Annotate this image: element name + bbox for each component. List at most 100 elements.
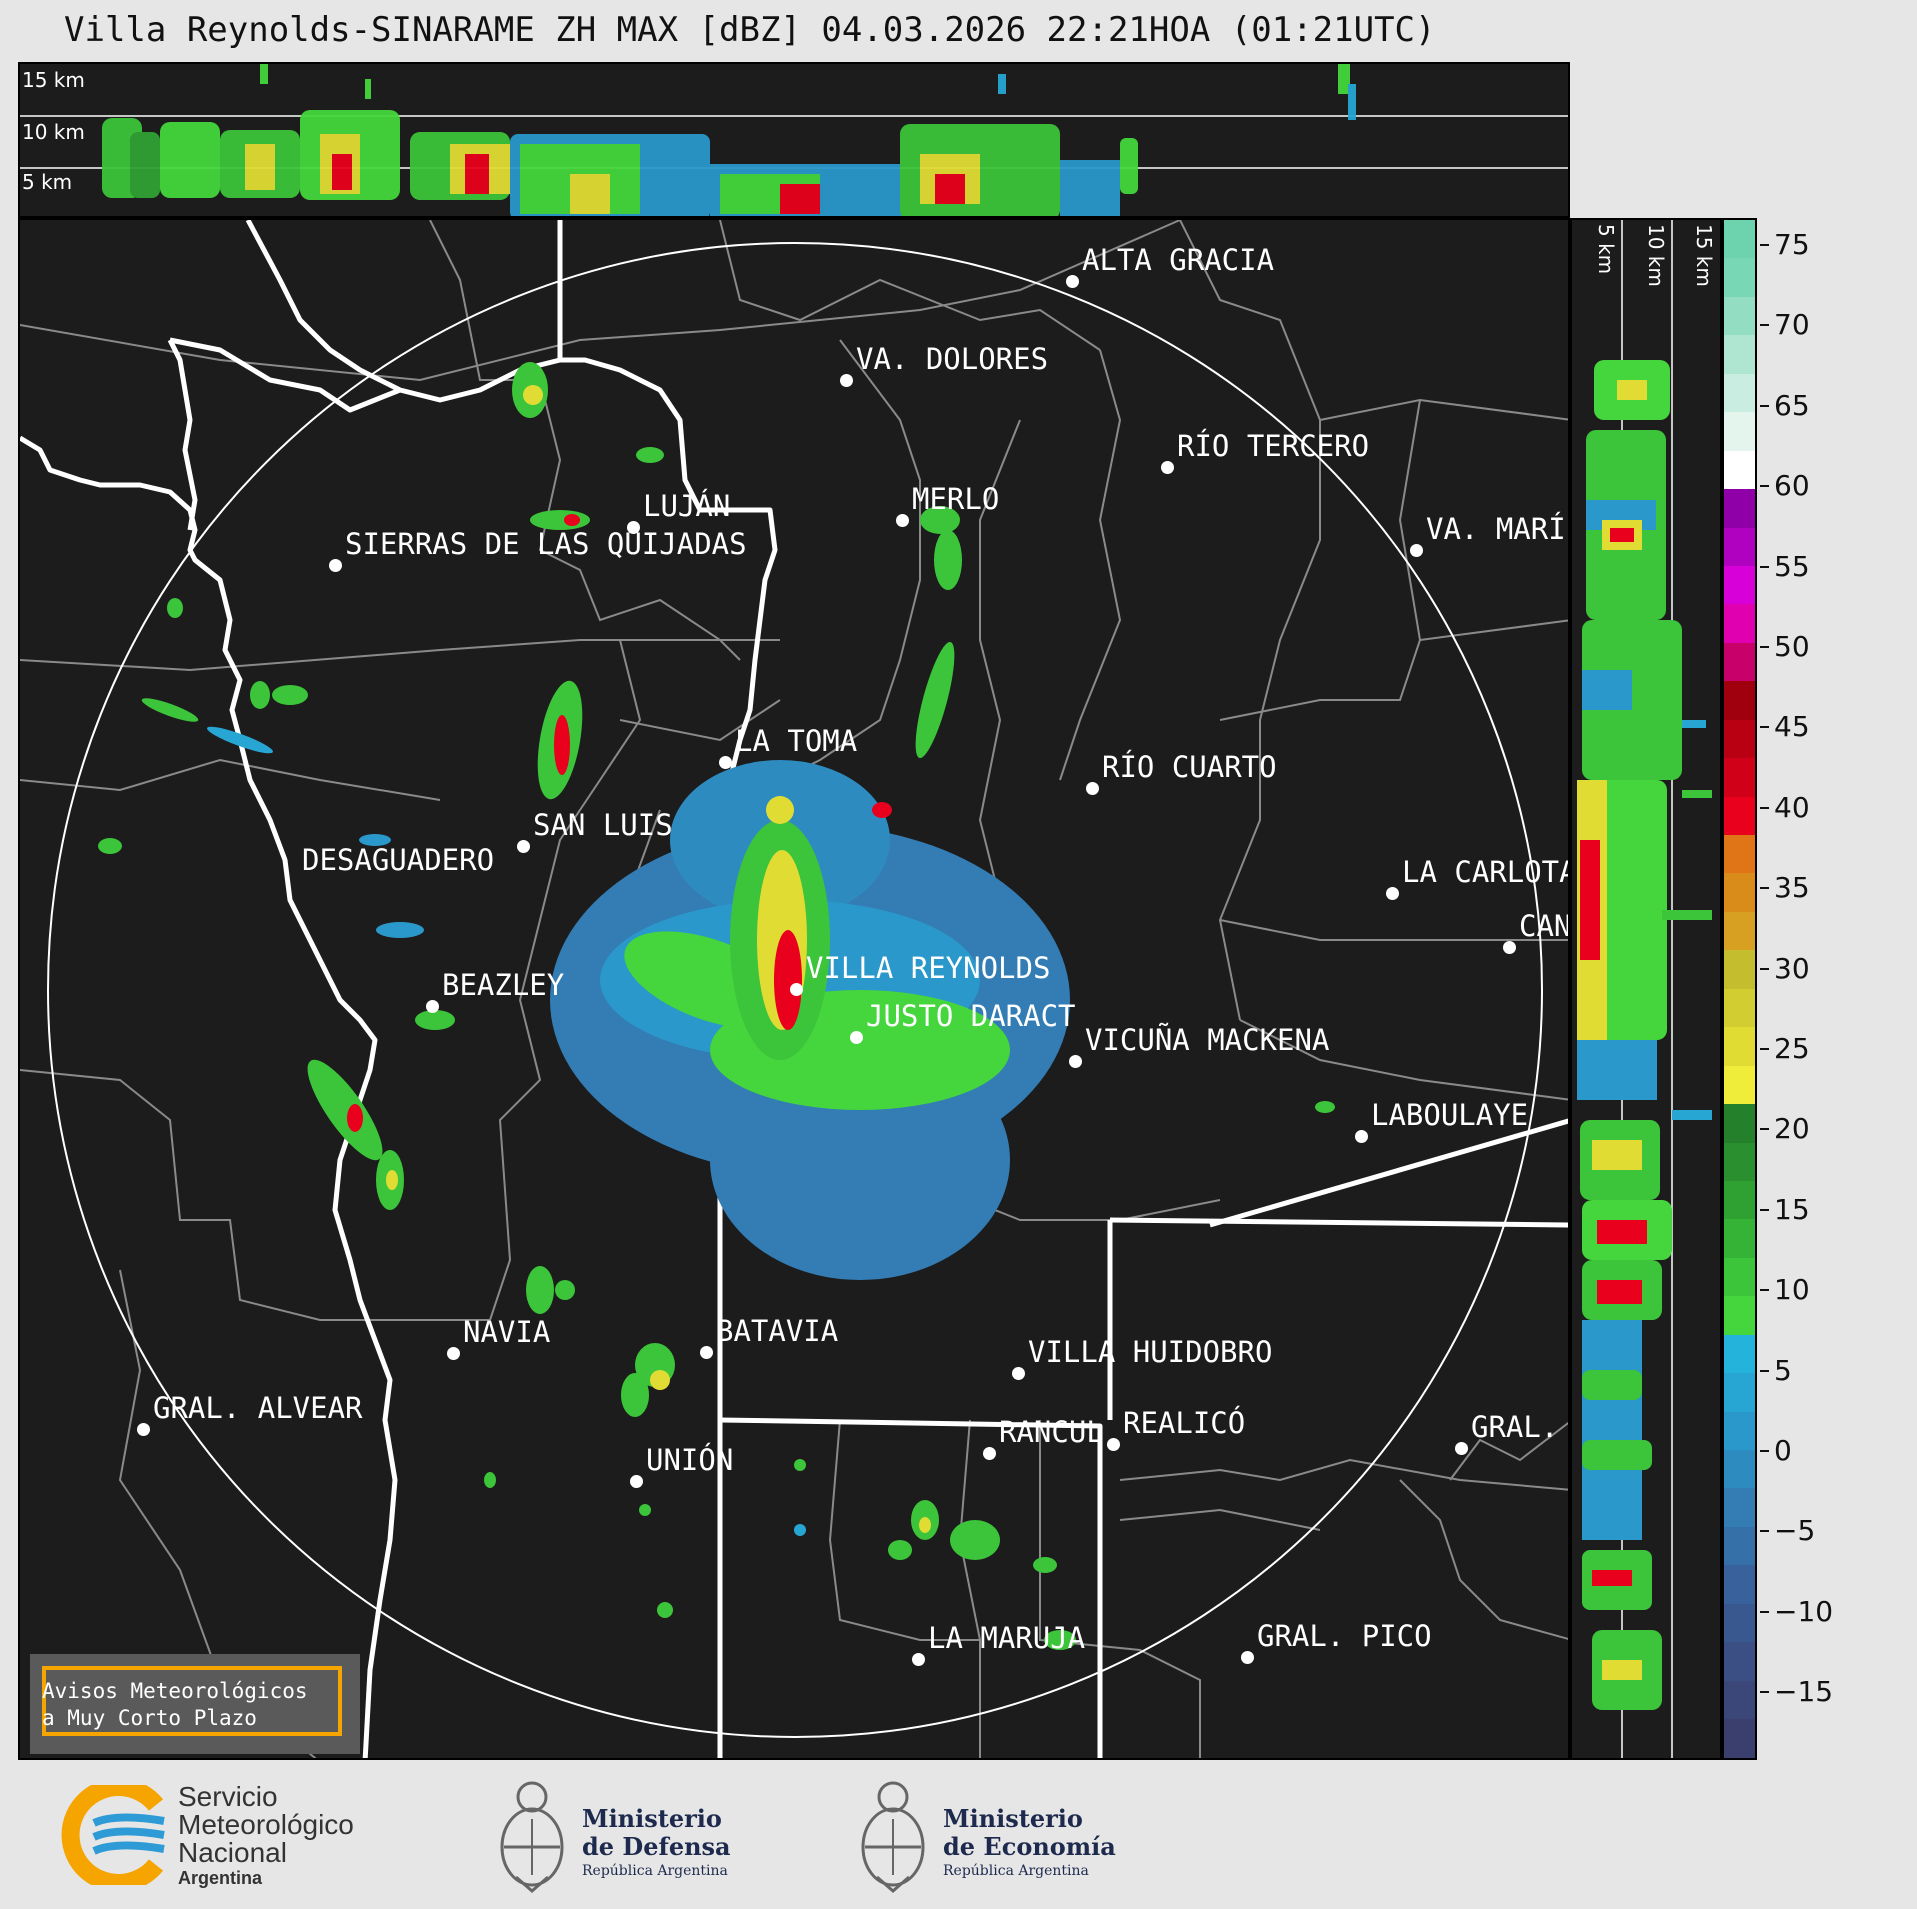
defensa-line-1: Ministerio (582, 1804, 722, 1833)
colorbar-tick-label: 55 (1774, 549, 1810, 583)
colorbar-tick (1760, 806, 1769, 809)
colorbar-tick (1760, 404, 1769, 407)
colorbar-tick (1760, 1369, 1769, 1372)
colorbar-segment (1724, 296, 1755, 336)
smn-line-4: Argentina (178, 1868, 263, 1888)
colorbar-segment (1724, 1334, 1755, 1374)
colorbar-tick (1760, 1048, 1769, 1050)
top-cross-section-echoes (20, 64, 1568, 216)
colorbar-segment (1724, 1526, 1755, 1566)
city-dot-icon (850, 1031, 863, 1044)
colorbar-segment (1724, 565, 1755, 605)
city-dot-icon (517, 840, 530, 853)
dbz-colorbar (1722, 218, 1757, 1760)
city-label: UNIÓN (646, 1443, 734, 1477)
colorbar-segment (1724, 1180, 1755, 1220)
colorbar-tick-label: 60 (1774, 469, 1810, 503)
city-dot-icon (1012, 1367, 1025, 1380)
colorbar-segment (1724, 1719, 1755, 1758)
colorbar-segment (1724, 1642, 1755, 1681)
city-dot-icon (1355, 1130, 1368, 1143)
colorbar-segment (1724, 1450, 1755, 1489)
colorbar-tick (1760, 887, 1769, 890)
smn-line-1: Servicio (178, 1781, 278, 1812)
city-label: LA TOMA (735, 724, 858, 758)
colorbar-tick-label: −10 (1774, 1594, 1834, 1628)
city-label: SIERRAS DE LAS QUIJADAS (345, 527, 747, 561)
colorbar-tick (1760, 967, 1769, 970)
side-cross-section-echoes (1577, 220, 1712, 1758)
colorbar-tick (1760, 726, 1769, 729)
city-dot-icon (1161, 461, 1174, 474)
colorbar-tick-label: 20 (1774, 1112, 1810, 1146)
colorbar-tick (1760, 244, 1769, 246)
city-dot-icon (1386, 887, 1399, 900)
colorbar-segment (1724, 258, 1755, 297)
colorbar-segment (1724, 412, 1755, 451)
colorbar-tick (1760, 485, 1769, 488)
city-dot-icon (1107, 1438, 1120, 1451)
city-label: VA. DOLORES (856, 342, 1049, 376)
city-label: RANCUL (999, 1415, 1104, 1449)
city-label: SAN LUIS (533, 808, 673, 842)
city-label: GRAL. ALVEAR (153, 1391, 363, 1425)
city-label: ALTA GRACIA (1082, 243, 1275, 277)
smn-line-3: Nacional (178, 1837, 287, 1868)
city-dot-icon (137, 1423, 150, 1436)
radar-map: ALTA GRACIA VA. DOLORES RÍO TERCERO LUJÁ… (18, 218, 1570, 1760)
colorbar-tick (1760, 565, 1769, 568)
defensa-line-2: de Defensa (582, 1832, 731, 1861)
colorbar-segment (1724, 681, 1755, 720)
city-label: LA CARLOTA (1402, 855, 1570, 889)
city-dot-icon (1455, 1442, 1468, 1455)
colorbar-tick (1760, 1128, 1769, 1131)
colorbar-tick (1760, 646, 1769, 648)
city-dot-icon (700, 1346, 713, 1359)
city-label: DESAGUADERO (302, 843, 495, 877)
city-label: RÍO CUARTO (1102, 750, 1277, 784)
top-height-label-15km: 15 km (22, 68, 85, 92)
colorbar-segment (1724, 220, 1755, 259)
colorbar-tick-label: 75 (1774, 228, 1810, 261)
smn-logo-icon (61, 1785, 165, 1885)
avisos-button[interactable]: Avisos Meteorológicos a Muy Corto Plazo (30, 1654, 360, 1754)
city-label: LUJÁN (643, 489, 731, 523)
city-dot-icon (1069, 1055, 1082, 1068)
colorbar-segment (1724, 604, 1755, 643)
colorbar-segment (1724, 1065, 1755, 1105)
economia-line-3: República Argentina (943, 1863, 1089, 1879)
colorbar-tick-label: 25 (1774, 1032, 1810, 1065)
colorbar-tick-label: 5 (1774, 1353, 1792, 1387)
city-dot-icon (627, 521, 640, 534)
colorbar-tick-label: 15 (1774, 1192, 1810, 1226)
colorbar-segment (1724, 489, 1755, 528)
city-label: VILLA HUIDOBRO (1028, 1335, 1273, 1369)
colorbar-segment (1724, 1104, 1755, 1143)
coat-of-arms-defensa-icon (500, 1781, 564, 1893)
city-dot-icon (1410, 544, 1423, 557)
side-height-label-10km: 10 km (1644, 224, 1668, 287)
department-borders (20, 220, 1568, 1758)
smn-line-2: Meteorológico (178, 1809, 354, 1840)
city-label: BATAVIA (716, 1314, 839, 1348)
avisos-line-2: a Muy Corto Plazo (42, 1706, 257, 1730)
colorbar-segment (1724, 1296, 1755, 1335)
colorbar-segment (1724, 1142, 1755, 1181)
colorbar-tick-label: 65 (1774, 388, 1810, 422)
city-dot-icon (1086, 782, 1099, 795)
colorbar-tick-label: 40 (1774, 790, 1810, 824)
colorbar-segment (1724, 1257, 1755, 1297)
colorbar-segment (1724, 1603, 1755, 1643)
colorbar-segment (1724, 835, 1755, 874)
city-dot-icon (1503, 941, 1516, 954)
city-dot-icon (426, 1000, 439, 1013)
city-label: VA. MARÍ (1426, 512, 1566, 546)
colorbar-segment (1724, 950, 1755, 989)
top-height-label-5km: 5 km (22, 170, 73, 194)
city-dot-icon (329, 559, 342, 572)
city-dot-icon (447, 1347, 460, 1360)
colorbar-segment (1724, 873, 1755, 912)
economia-line-1: Ministerio (943, 1804, 1083, 1833)
economia-logo-text: Ministerio de Economía República Argenti… (943, 1805, 1116, 1881)
city-label: CAN (1519, 909, 1570, 943)
